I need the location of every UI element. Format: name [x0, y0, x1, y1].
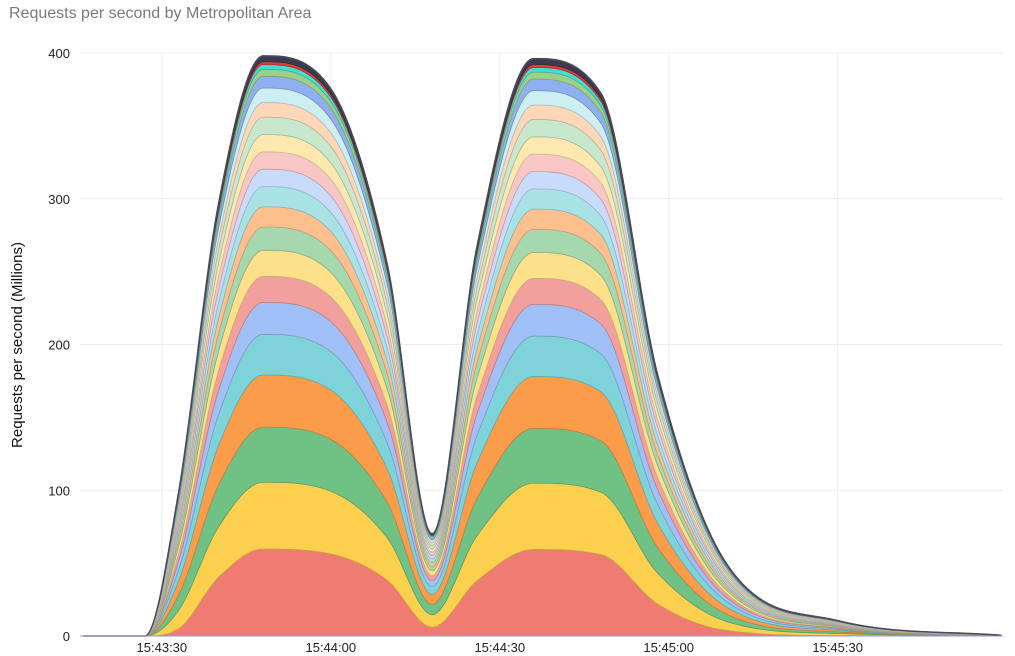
- y-tick-label: 300: [48, 192, 70, 207]
- x-tick-label: 15:45:30: [812, 640, 863, 655]
- x-tick-label: 15:45:00: [643, 640, 694, 655]
- axes: 0 100 200 300 400 15:43:30 15:44:00 15:44:30 15:…: [48, 46, 1003, 655]
- x-tick-label: 15:43:30: [137, 640, 188, 655]
- y-tick-label: 200: [48, 338, 70, 353]
- total-outline: [83, 55, 1002, 637]
- y-tick-label: 400: [48, 46, 70, 61]
- y-tick-label: 100: [48, 483, 70, 498]
- x-tick-label: 15:44:00: [305, 640, 356, 655]
- series-areas: [83, 55, 1002, 637]
- y-tick-label: 0: [63, 629, 70, 644]
- x-tick-label: 15:44:30: [474, 640, 525, 655]
- chart-title: Requests per second by Metropolitan Area: [9, 5, 312, 22]
- y-axis-label: Requests per second (Millions): [9, 242, 26, 448]
